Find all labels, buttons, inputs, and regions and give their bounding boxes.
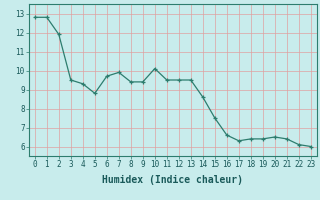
X-axis label: Humidex (Indice chaleur): Humidex (Indice chaleur): [102, 175, 243, 185]
